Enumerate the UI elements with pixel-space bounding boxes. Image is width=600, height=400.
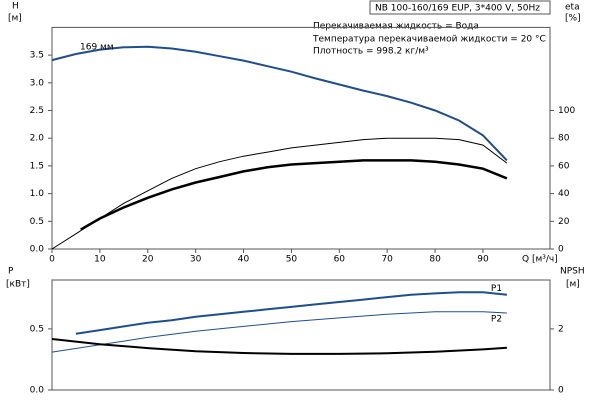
y-tick-label: 1.0 [30,189,45,199]
series-label: P1 [491,284,502,294]
y2-axis-label: NPSH [560,267,585,277]
y2-axis-label: eta [565,3,580,13]
line [51,311,507,353]
annotation: Плотность = 998.2 кг/м³ [313,47,429,57]
y-tick-label: 1.5 [30,161,44,171]
y2-axis-unit: [м] [566,280,580,290]
line [80,159,508,231]
x-tick-label: 10 [94,255,106,265]
x-tick-label: 20 [142,255,154,265]
y-tick-label: 2.5 [30,106,44,116]
chart-title: NB 100-160/169 EUP, 3*400 V, 50Hz [375,4,540,14]
y-tick-label: 0.0 [30,245,45,255]
y2-tick-label: 80 [558,134,570,144]
y2-axis-unit: [%] [565,14,581,24]
series-label: P2 [491,315,502,325]
y2-tick-label: 0 [558,386,564,396]
y-tick-label: 0.5 [30,217,44,227]
line [51,338,507,355]
y2-tick-label: 2 [558,324,564,334]
y-tick-label: 0.5 [30,324,44,334]
x-tick-label: 60 [334,255,346,265]
y2-tick-label: 100 [558,106,575,116]
x-tick-label: 70 [381,255,393,265]
series-label: 169 мм [80,43,114,53]
x-tick-label: 30 [190,255,202,265]
y2-tick-label: 20 [558,217,570,227]
y-axis-label: P [8,267,14,277]
y-axis-unit: [кВт] [6,280,30,290]
x-tick-label: 80 [429,255,441,265]
x-tick-label: 50 [286,255,298,265]
y2-tick-label: 40 [558,189,570,199]
y-tick-label: 0.0 [30,386,45,396]
line [51,137,508,250]
y2-tick-label: 60 [558,161,570,171]
plot-frame [51,26,551,250]
x-tick-label: 90 [477,255,489,265]
y2-tick-label: 0 [558,245,564,255]
line [75,291,508,335]
annotation: Температура перекачиваемой жидкости = 20… [312,35,546,45]
y-tick-label: 3.5 [30,51,44,61]
y-tick-label: 2.0 [30,134,45,144]
x-tick-label: 0 [49,255,55,265]
plot-frame [51,279,551,391]
y-axis-unit: [м] [8,14,22,24]
x-tick-label: 40 [238,255,250,265]
annotation: Перекачиваемая жидкость = Вода [313,22,479,32]
title-box [369,0,551,15]
x-axis-label: Q [м³/ч] [522,255,558,265]
y-axis-label: H [12,2,19,12]
line [51,45,508,162]
y-tick-label: 3.0 [30,78,45,88]
